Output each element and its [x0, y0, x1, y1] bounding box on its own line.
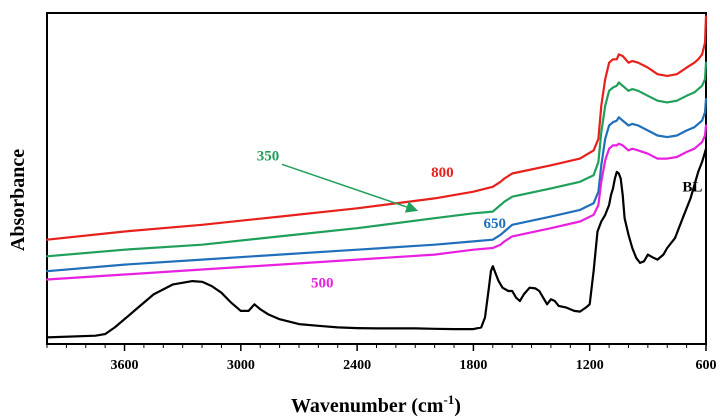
annotation-arrow-350	[281, 163, 419, 213]
series-line-800	[45, 15, 708, 241]
x-axis-title: Wavenumber (cm-1)	[291, 392, 461, 417]
x-tick-label: 2400	[343, 358, 371, 373]
x-tick-label: 1200	[576, 358, 604, 373]
y-axis-title: Absorbance	[7, 149, 29, 251]
series-line-bl	[45, 147, 708, 339]
x-tick-label: 3000	[227, 358, 255, 373]
x-tick-label: 3600	[111, 358, 139, 373]
series-label-bl: BL	[682, 180, 702, 196]
x-axis: 3600 3000 2400 1800 1200 600	[46, 344, 717, 373]
x-tick-label: 1800	[459, 358, 487, 373]
series-line-500	[45, 124, 708, 281]
series-line-650	[45, 97, 708, 273]
plot-frame	[46, 12, 707, 345]
series-label-500: 500	[311, 276, 334, 292]
x-tick-label: 600	[696, 358, 717, 373]
series-line-350	[45, 61, 708, 258]
annotations: 800 350 650 500 BL	[257, 148, 703, 291]
series-label-350: 350	[257, 148, 280, 164]
series-label-650: 650	[483, 216, 506, 232]
series-label-800: 800	[431, 165, 454, 181]
series-layer	[45, 15, 708, 339]
